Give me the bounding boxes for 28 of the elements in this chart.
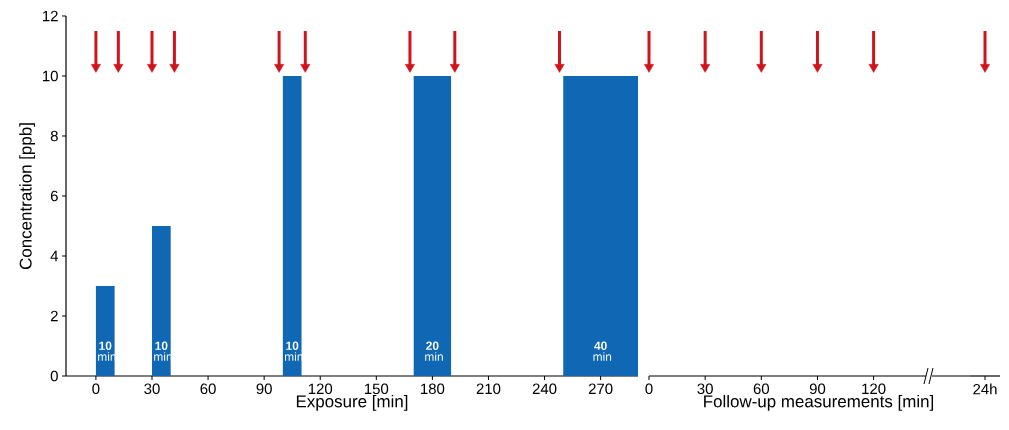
x-tick-label: 0 [645,383,653,395]
x-tick-label: 90 [809,383,826,395]
x-tick-label: 60 [200,383,216,395]
x-axis-title: Exposure [min] [296,394,408,411]
x-tick-label: 30 [697,383,713,395]
y-axis-title: Concentration [ppb] [19,123,36,270]
x-tick-label: 270 [588,383,613,395]
x-tick-label: 150 [364,383,389,395]
x-tick-label: 30 [144,383,160,395]
x-tick-label: 180 [421,383,445,395]
x-tick-label: 60 [753,383,770,395]
annotation: 20 min [425,341,443,361]
x-tick-label: 120 [862,383,886,395]
annotation: 40 min [593,341,612,361]
y-tick-label: 10 [43,70,58,82]
y-tick-label: 4 [50,250,59,262]
x-tick-label: 120 [308,383,333,395]
x-tick-label: 240 [532,383,557,395]
y-tick-label: 8 [50,130,58,142]
y-tick-label: 12 [43,10,58,22]
x-tick-label: 0 [92,383,100,395]
y-tick-label: 2 [50,310,58,322]
x-tick-label: 90 [256,383,272,395]
x-tick-label: 210 [476,383,501,395]
x-axis-title: Follow-up measurements [min] [704,394,934,411]
y-tick-label: 0 [50,370,58,382]
x-tick-label: 24h [973,383,997,395]
y-tick-label: 6 [50,190,58,202]
